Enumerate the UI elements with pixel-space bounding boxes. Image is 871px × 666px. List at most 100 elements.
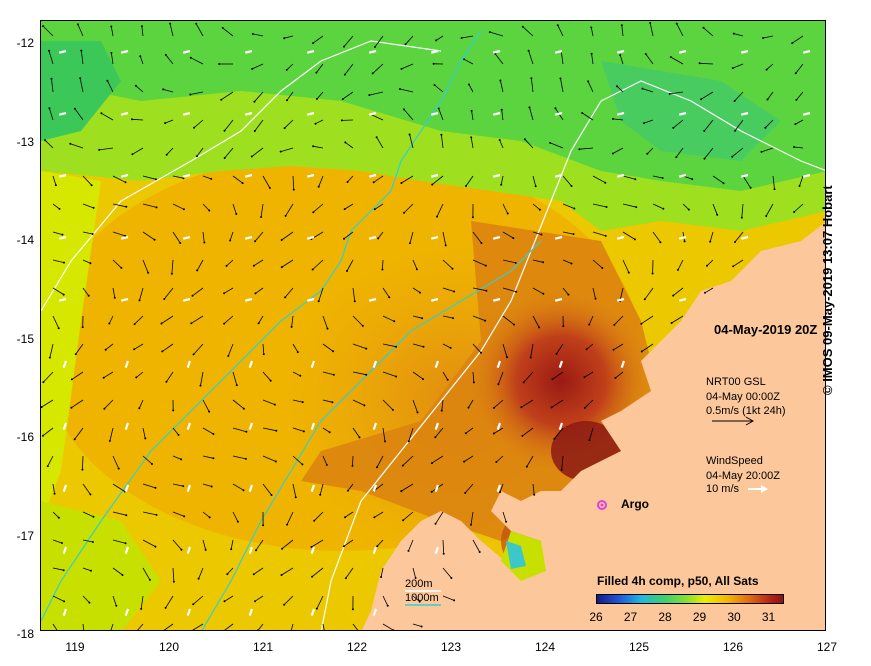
current-arrow: [442, 343, 451, 349]
current-arrow: [172, 511, 185, 517]
current-arrowhead: [120, 266, 123, 269]
current-arrowhead: [88, 601, 91, 604]
current-arrowhead: [235, 213, 238, 215]
current-arrowhead: [530, 77, 533, 80]
current-arrow: [52, 259, 65, 263]
current-arrow: [370, 114, 384, 121]
current-arrow: [163, 89, 174, 93]
current-arrow: [165, 54, 174, 65]
current-arrow: [230, 539, 234, 550]
current-arrowhead: [556, 24, 559, 27]
current-arrowhead: [212, 457, 215, 460]
current-arrow: [502, 287, 517, 293]
current-arrow: [614, 315, 624, 326]
current-arrowhead: [242, 489, 245, 492]
current-arrow: [139, 287, 144, 301]
current-arrowhead: [281, 547, 284, 550]
current-arrowhead: [590, 26, 593, 29]
current-arrowhead: [522, 381, 525, 384]
current-arrow: [52, 287, 64, 295]
current-arrowhead: [662, 207, 665, 210]
current-arrow: [399, 88, 414, 93]
current-arrowhead: [244, 457, 247, 460]
wind-arrow: [802, 111, 811, 116]
current-arrowhead: [195, 155, 198, 158]
current-arrow: [82, 287, 90, 296]
current-arrowhead: [250, 155, 253, 158]
current-arrowhead: [58, 207, 61, 210]
current-arrow: [322, 455, 328, 466]
current-arrow: [262, 483, 272, 496]
current-arrowhead: [368, 94, 371, 97]
current-arrow: [41, 399, 54, 408]
current-arrowhead: [283, 37, 286, 40]
current-arrowhead: [279, 150, 282, 153]
current-arrow: [139, 56, 144, 65]
current-arrow: [442, 539, 445, 554]
current-arrowhead: [301, 401, 304, 404]
current-arrow: [318, 287, 324, 302]
current-arrow: [322, 343, 334, 352]
current-arrow: [435, 35, 444, 41]
current-arrow: [472, 287, 487, 292]
current-arrow: [494, 53, 504, 65]
current-arrowhead: [793, 146, 796, 148]
current-arrowhead: [793, 211, 796, 213]
current-arrowhead: [280, 266, 283, 269]
currents-scale-arrow-icon: [712, 416, 755, 426]
current-arrow: [319, 483, 324, 495]
current-arrow: [499, 139, 504, 149]
wind-arrow: [434, 360, 440, 368]
current-arrow: [402, 455, 414, 466]
current-arrowhead: [63, 261, 65, 264]
current-arrowhead: [153, 238, 156, 241]
current-arrow: [528, 50, 534, 65]
current-arrow: [382, 399, 394, 411]
current-arrowhead: [73, 107, 76, 110]
current-arrowhead: [601, 267, 604, 269]
current-arrow: [532, 175, 537, 187]
current-arrowhead: [154, 178, 157, 181]
current-arrow: [193, 343, 204, 355]
current-arrowhead: [133, 323, 136, 326]
current-arrow: [227, 567, 234, 575]
current-arrow: [164, 119, 174, 124]
current-arrow: [51, 78, 54, 93]
current-arrowhead: [57, 516, 60, 519]
current-arrow: [731, 147, 744, 158]
wind-time: 04-May 20:00Z: [706, 470, 780, 482]
wind-arrow: [496, 422, 502, 430]
current-arrow: [712, 203, 718, 215]
current-arrowhead: [61, 233, 64, 236]
current-arrowhead: [521, 25, 524, 28]
current-arrow: [49, 343, 54, 358]
current-arrowhead: [138, 407, 141, 410]
wind-arrow: [620, 360, 626, 368]
current-arrow: [172, 203, 185, 210]
current-arrowhead: [44, 139, 47, 142]
current-arrow: [551, 399, 564, 408]
current-arrowhead: [614, 376, 617, 379]
current-arrowhead: [89, 493, 92, 496]
wind-arrow: [678, 111, 687, 116]
current-arrow: [795, 63, 804, 74]
current-arrow: [292, 399, 303, 403]
current-arrow: [232, 455, 246, 460]
current-arrow: [251, 147, 264, 157]
current-arrow: [622, 231, 636, 240]
current-arrowhead: [351, 464, 354, 467]
current-arrowhead: [251, 67, 254, 70]
current-arrowhead: [528, 106, 531, 109]
current-arrow: [52, 483, 55, 494]
current-arrow: [612, 118, 624, 121]
current-arrowhead: [223, 322, 226, 325]
current-arrow: [52, 623, 58, 630]
current-arrow: [262, 455, 277, 462]
wind-arrow: [430, 235, 439, 240]
current-arrowhead: [106, 79, 109, 82]
current-arrow: [52, 175, 57, 186]
legend-1000m-line: [405, 604, 441, 606]
current-arrowhead: [365, 347, 368, 350]
current-arrow: [232, 511, 239, 522]
current-arrowhead: [223, 629, 225, 630]
